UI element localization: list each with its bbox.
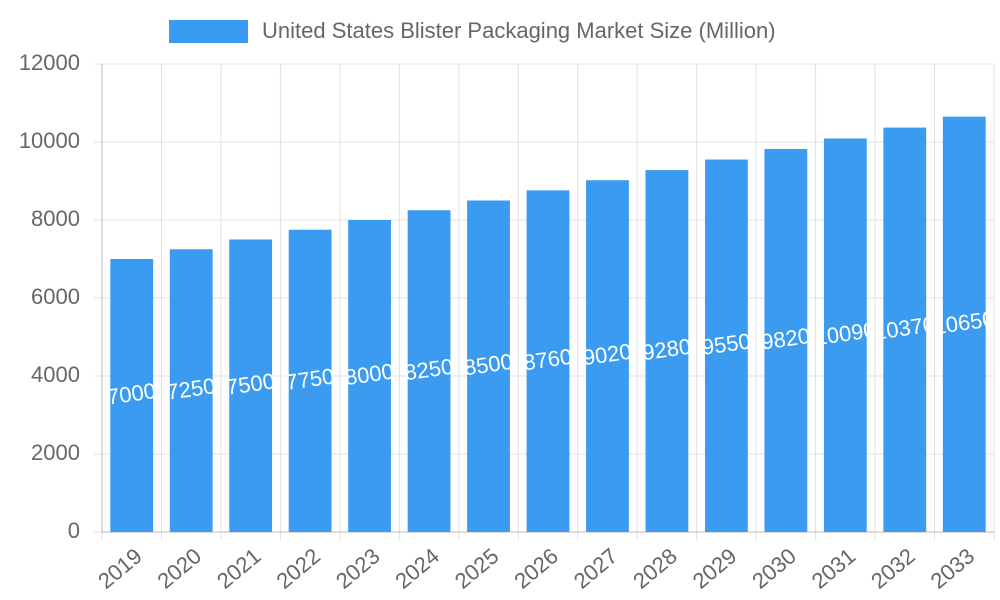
bar — [169, 249, 213, 532]
y-tick-label: 6000 — [31, 284, 80, 309]
x-tick-label: 2032 — [866, 543, 920, 594]
x-tick-label: 2024 — [390, 543, 444, 594]
bar — [348, 220, 392, 532]
y-tick-label: 0 — [68, 518, 80, 543]
bar — [229, 239, 273, 532]
data-label: 10650 — [932, 306, 996, 339]
bar — [467, 200, 510, 532]
legend-swatch — [169, 20, 248, 43]
bar — [110, 259, 154, 532]
x-tick-label: 2019 — [93, 543, 147, 594]
bar — [586, 180, 629, 532]
bar — [883, 127, 927, 532]
bar — [823, 138, 867, 533]
x-tick-label: 2026 — [509, 543, 563, 594]
x-tick-label: 2028 — [628, 543, 682, 594]
x-tick-label: 2027 — [569, 543, 623, 594]
x-tick-label: 2020 — [153, 543, 207, 594]
data-label: 10370 — [873, 311, 937, 344]
y-tick-label: 2000 — [31, 440, 80, 465]
data-label: 10090 — [813, 317, 877, 350]
bar — [704, 159, 748, 533]
bar — [407, 210, 451, 532]
x-tick-label: 2023 — [331, 543, 385, 594]
bar — [526, 190, 570, 533]
y-tick-label: 12000 — [19, 50, 80, 75]
bar — [288, 229, 332, 532]
y-tick-label: 4000 — [31, 362, 80, 387]
x-tick-label: 2030 — [747, 543, 801, 594]
bar — [942, 116, 986, 533]
bar — [764, 149, 808, 532]
y-tick-label: 10000 — [19, 128, 80, 153]
y-tick-label: 8000 — [31, 206, 80, 231]
x-tick-label: 2021 — [212, 543, 266, 594]
x-tick-label: 2029 — [688, 543, 742, 594]
legend-label: United States Blister Packaging Market S… — [262, 18, 776, 43]
bar — [645, 170, 689, 532]
x-tick-label: 2031 — [807, 543, 861, 594]
x-tick-label: 2025 — [450, 543, 504, 594]
x-tick-label: 2022 — [272, 543, 326, 594]
x-tick-label: 2033 — [926, 543, 980, 594]
